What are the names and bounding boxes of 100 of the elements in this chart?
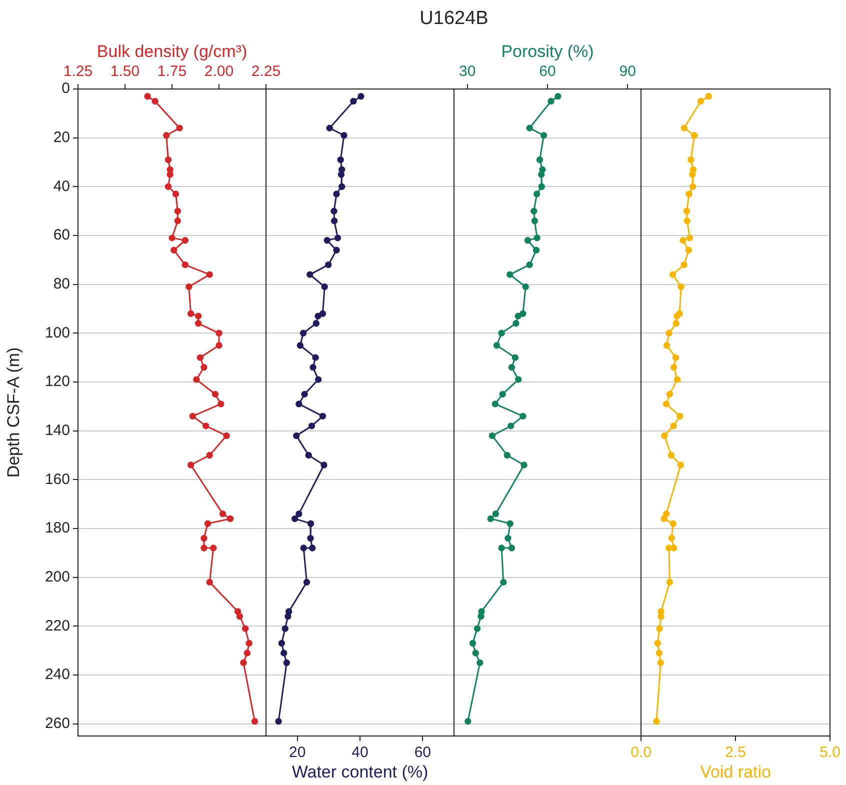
x-tick-label: 2.25 (251, 63, 281, 80)
x-axis-title: Void ratio (700, 762, 771, 782)
y-tick-label: 260 (44, 714, 70, 732)
point (234, 608, 242, 615)
point (686, 234, 694, 242)
point (508, 364, 516, 371)
x-tick-label: 5.0 (820, 744, 840, 762)
point (520, 310, 526, 317)
point (684, 217, 690, 224)
y-tick-label: 180 (44, 520, 70, 537)
x-tick-label: 40 (352, 744, 368, 762)
point (164, 183, 172, 190)
point (498, 544, 505, 552)
point (176, 124, 183, 132)
point (554, 92, 562, 100)
point (500, 578, 507, 586)
point (683, 208, 690, 214)
point (174, 217, 181, 224)
point (312, 354, 319, 361)
point (656, 625, 663, 632)
point (296, 510, 302, 518)
x-tick-label: 1.50 (110, 63, 140, 80)
point (186, 283, 192, 290)
point (240, 659, 247, 666)
x-tick-label: 60 (539, 63, 556, 80)
point (492, 510, 500, 518)
point (301, 390, 308, 398)
point (330, 217, 338, 224)
point (705, 92, 712, 100)
point (174, 208, 181, 214)
point (688, 156, 694, 164)
point (206, 452, 213, 459)
point (506, 271, 514, 278)
point (244, 650, 251, 656)
point (307, 520, 314, 527)
chart-title: U1624B (418, 8, 490, 30)
point (300, 544, 307, 552)
point (512, 354, 519, 361)
y-tick-label: 240 (44, 666, 70, 684)
point (202, 422, 210, 430)
point (300, 330, 307, 336)
point (476, 659, 484, 666)
point (193, 376, 200, 383)
point (653, 718, 660, 725)
point (251, 718, 258, 725)
point (672, 320, 680, 327)
y-tick-label: 0 (62, 80, 70, 98)
x-axis-title: Bulk density (g/cm³) (96, 42, 248, 61)
point (291, 515, 298, 522)
point (538, 171, 545, 178)
point (670, 520, 676, 527)
point (654, 640, 661, 647)
y-tick-label: 160 (44, 470, 70, 488)
point (669, 271, 676, 278)
point (520, 462, 528, 468)
point (548, 98, 554, 105)
point (538, 183, 545, 190)
point (515, 376, 522, 383)
point (660, 515, 668, 522)
point (218, 400, 224, 408)
point (284, 613, 292, 620)
point (504, 452, 511, 459)
point (333, 246, 340, 254)
point (532, 246, 540, 254)
point (689, 183, 696, 190)
point (530, 208, 538, 214)
point (278, 640, 286, 647)
point (540, 132, 548, 139)
point (324, 237, 330, 244)
point (144, 92, 151, 100)
point (333, 190, 340, 198)
point (340, 132, 348, 139)
y-tick-label: 120 (44, 373, 70, 390)
y-tick-label: 20 (53, 128, 70, 146)
point (204, 520, 212, 527)
point (677, 462, 684, 468)
point (170, 246, 178, 254)
point (686, 190, 692, 198)
point (319, 310, 326, 317)
point (666, 578, 674, 586)
point (303, 578, 310, 586)
point (293, 432, 300, 440)
point (508, 422, 514, 430)
point (216, 342, 222, 349)
point (164, 156, 172, 164)
point (689, 171, 696, 178)
point (307, 534, 314, 542)
point (680, 237, 686, 244)
point (661, 432, 668, 440)
y-tick-label: 100 (44, 324, 70, 342)
x-tick-label: 60 (414, 744, 432, 762)
point (512, 320, 520, 327)
point (488, 432, 496, 440)
point (464, 718, 472, 725)
point (536, 156, 544, 164)
point (522, 283, 529, 290)
point (657, 659, 664, 666)
y-tick-label: 80 (53, 275, 70, 292)
point (226, 515, 234, 522)
point (506, 520, 514, 527)
